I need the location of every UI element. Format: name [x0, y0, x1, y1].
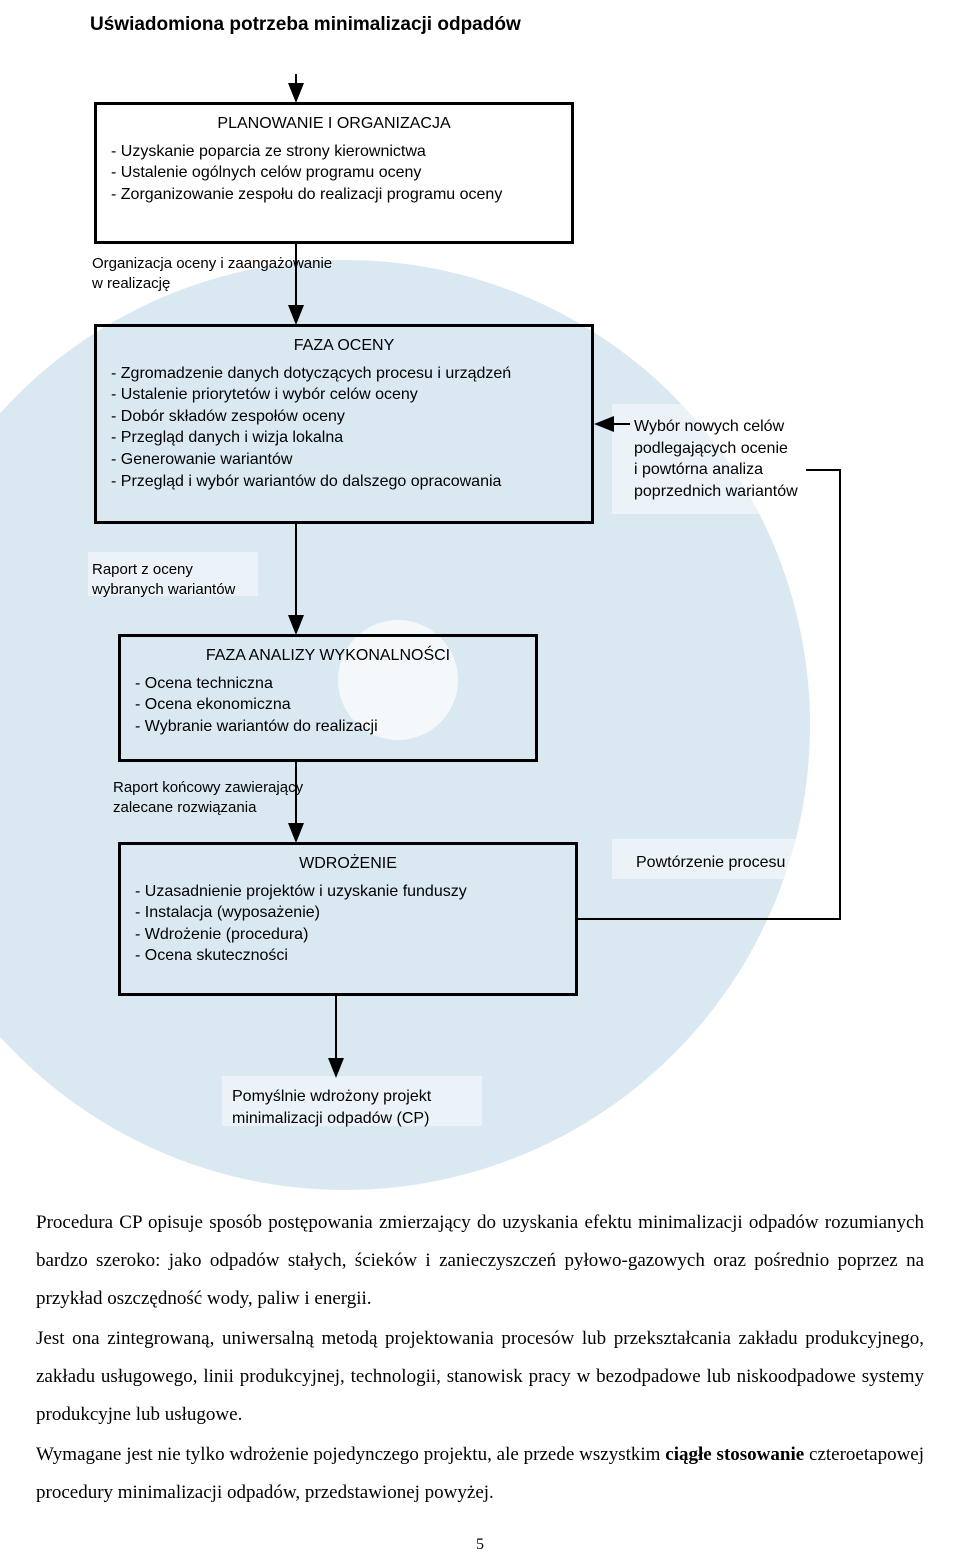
- box-planning-title: PLANOWANIE I ORGANIZACJA: [111, 113, 557, 135]
- box-feasibility: FAZA ANALIZY WYKONALNOŚCI - Ocena techni…: [118, 634, 538, 762]
- label-line: Wybór nowych celów: [634, 418, 784, 435]
- label-organization: Organizacja oceny i zaangażowanie w real…: [92, 254, 332, 293]
- box-assessment-item: - Przegląd danych i wizja lokalna: [111, 427, 577, 449]
- box-implementation: WDROŻENIE - Uzasadnienie projektów i uzy…: [118, 842, 578, 996]
- box-assessment-title: FAZA OCENY: [111, 335, 577, 357]
- label-line: poprzednich wariantów: [634, 483, 798, 500]
- box-assessment-item: - Zgromadzenie danych dotyczących proces…: [111, 363, 577, 385]
- label-line: Organizacja oceny i zaangażowanie: [92, 255, 332, 272]
- box-planning-item: - Zorganizowanie zespołu do realizacji p…: [111, 184, 557, 206]
- label-repeat-process: Powtórzenie procesu: [636, 852, 785, 874]
- label-line: i powtórna analiza: [634, 461, 763, 478]
- body-text: Procedura CP opisuje sposób postępowania…: [0, 1204, 960, 1512]
- box-implementation-item: - Instalacja (wyposażenie): [135, 902, 561, 924]
- box-assessment-item: - Dobór składów zespołów oceny: [111, 406, 577, 428]
- label-line: Pomyślnie wdrożony projekt: [232, 1088, 431, 1105]
- box-planning-item: - Uzyskanie poparcia ze strony kierownic…: [111, 141, 557, 163]
- box-feasibility-item: - Ocena ekonomiczna: [135, 694, 521, 716]
- box-feasibility-item: - Ocena techniczna: [135, 673, 521, 695]
- box-implementation-item: - Uzasadnienie projektów i uzyskanie fun…: [135, 881, 561, 903]
- box-planning: PLANOWANIE I ORGANIZACJA - Uzyskanie pop…: [94, 102, 574, 244]
- label-line: Raport z oceny: [92, 561, 193, 578]
- paragraph-bold: ciągłe stosowanie: [665, 1444, 804, 1465]
- box-implementation-item: - Wdrożenie (procedura): [135, 924, 561, 946]
- label-report-final: Raport końcowy zawierający zalecane rozw…: [113, 778, 303, 817]
- box-implementation-item: - Ocena skuteczności: [135, 945, 561, 967]
- box-feasibility-title: FAZA ANALIZY WYKONALNOŚCI: [135, 645, 521, 667]
- page-title: Uświadomiona potrzeba minimalizacji odpa…: [0, 0, 960, 44]
- label-report-variants: Raport z oceny wybranych wariantów: [92, 560, 235, 599]
- label-line: w realizację: [92, 275, 170, 292]
- paragraph: Jest ona zintegrowaną, uniwersalną metod…: [36, 1320, 924, 1434]
- label-line: Raport końcowy zawierający: [113, 779, 303, 796]
- label-new-goals: Wybór nowych celów podlegających ocenie …: [634, 416, 798, 502]
- box-assessment: FAZA OCENY - Zgromadzenie danych dotyczą…: [94, 324, 594, 524]
- paragraph-pre: Wymagane jest nie tylko wdrożenie pojedy…: [36, 1444, 665, 1465]
- label-line: minimalizacji odpadów (CP): [232, 1110, 429, 1127]
- box-assessment-item: - Generowanie wariantów: [111, 449, 577, 471]
- label-line: podlegających ocenie: [634, 440, 788, 457]
- box-implementation-title: WDROŻENIE: [135, 853, 561, 875]
- box-planning-item: - Ustalenie ogólnych celów programu ocen…: [111, 162, 557, 184]
- page-number: 5: [0, 1514, 960, 1568]
- label-line: wybranych wariantów: [92, 581, 235, 598]
- flowchart: PLANOWANIE I ORGANIZACJA - Uzyskanie pop…: [0, 44, 960, 1204]
- box-assessment-item: - Ustalenie priorytetów i wybór celów oc…: [111, 384, 577, 406]
- label-result: Pomyślnie wdrożony projekt minimalizacji…: [232, 1086, 431, 1129]
- label-line: zalecane rozwiązania: [113, 799, 256, 816]
- box-assessment-item: - Przegląd i wybór wariantów do dalszego…: [111, 471, 577, 493]
- box-feasibility-item: - Wybranie wariantów do realizacji: [135, 716, 521, 738]
- paragraph: Wymagane jest nie tylko wdrożenie pojedy…: [36, 1436, 924, 1512]
- paragraph: Procedura CP opisuje sposób postępowania…: [36, 1204, 924, 1318]
